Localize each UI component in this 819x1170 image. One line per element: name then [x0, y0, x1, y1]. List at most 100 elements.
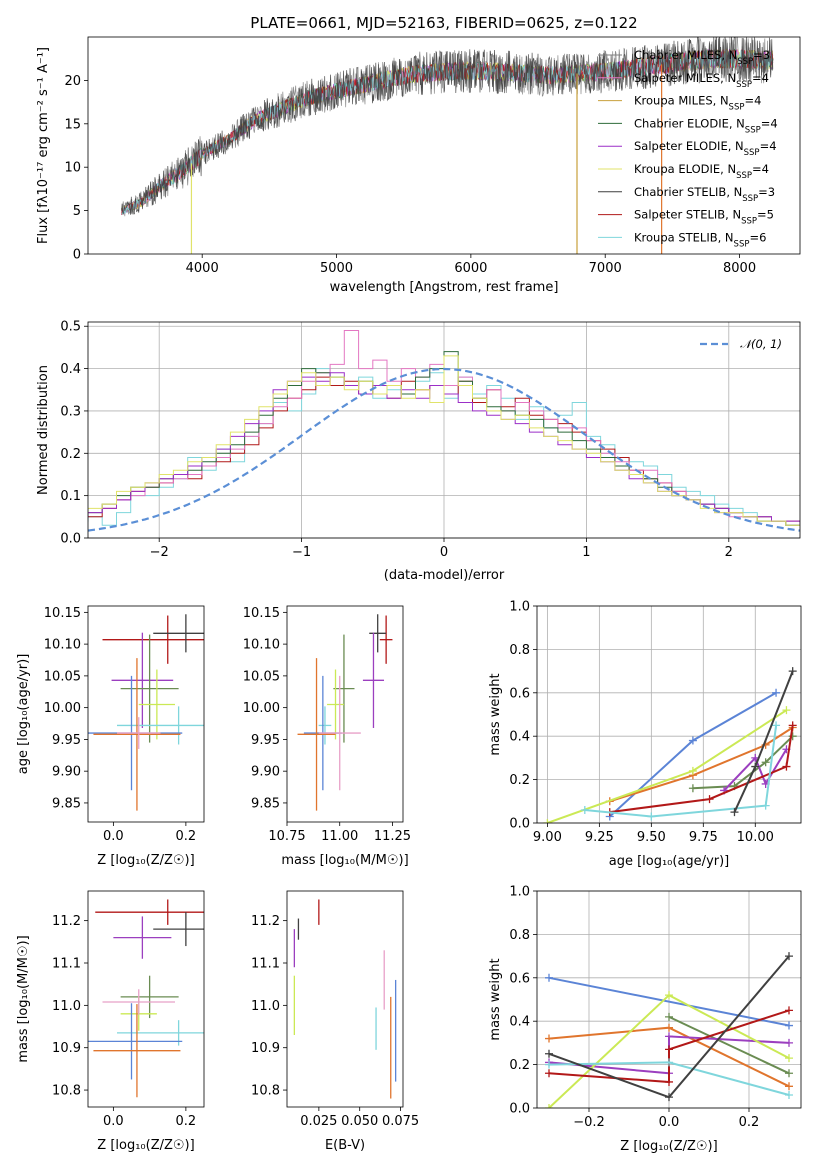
- errorbar-point: [93, 1004, 181, 1098]
- y-tick-label: 10.00: [243, 701, 280, 716]
- errorbar-point: [153, 912, 204, 947]
- errorbar-point: [117, 717, 161, 749]
- y-tick-label: 1.0: [509, 600, 530, 615]
- errorbar-point: [120, 975, 179, 1019]
- x-axis-label: Z [log₁₀(Z/Z☉)]: [97, 1138, 194, 1153]
- errorbar-point: [111, 632, 174, 728]
- legend-entry-label: 𝒩(0, 1): [740, 337, 782, 351]
- legend-entry-label: Salpeter STELIB, NSSP=5: [634, 208, 774, 227]
- histogram-series: [88, 368, 800, 526]
- weight-marker: [543, 819, 552, 823]
- legend-entry-label: Kroupa MILES, NSSP=4: [634, 94, 761, 113]
- y-tick-label: 20: [64, 74, 81, 89]
- y-axis-label: age [log₁₀(age/yr)]: [16, 654, 31, 775]
- weights_vs_Z-plot-area: [545, 952, 793, 1108]
- legend-entry-label: Chabrier STELIB, NSSP=3: [634, 185, 775, 204]
- x-tick-label: 6000: [454, 261, 487, 276]
- y-axis-label: Normed distribution: [36, 365, 51, 495]
- axes-frame: [536, 890, 802, 1109]
- x-tick-label: 11.00: [321, 829, 358, 844]
- weight-series-line: [609, 691, 777, 818]
- y-tick-label: 0.1: [60, 489, 81, 504]
- x-tick-label: 10.00: [737, 830, 774, 845]
- legend-entry-label: Chabrier MILES, NSSP=3: [634, 48, 770, 67]
- y-tick-label: 0.2: [60, 447, 81, 462]
- x-tick-label: 0: [440, 545, 448, 560]
- weight-marker: [785, 1038, 793, 1047]
- y-axis-label: Flux [fλ10⁻¹⁷ erg cm⁻² s⁻¹ A⁻¹]: [36, 47, 51, 244]
- weight-marker: [785, 1069, 793, 1078]
- weight-series-line: [668, 1015, 790, 1075]
- y-axis-label: mass [log₁₀(M/M☉)]: [16, 935, 31, 1062]
- x-axis-label: Z [log₁₀(Z/Z☉)]: [620, 1139, 717, 1154]
- legend-label-value: =3: [753, 48, 770, 62]
- errorbar-point: [318, 706, 332, 745]
- y-tick-label: 10.10: [44, 638, 81, 653]
- x-axis-label: age [log₁₀(age/yr)]: [609, 854, 730, 869]
- mass_vs_EBV-axes: 0.025 0.050 0.075 10.8 10.9 11.0 11.1 11.2 E(B-V…: [251, 890, 419, 1153]
- weight-marker: [772, 721, 781, 730]
- y-tick-label: 0.5: [60, 320, 81, 335]
- weight-marker: [788, 721, 797, 730]
- x-tick-label: 0.050: [341, 1114, 378, 1129]
- legend-label-subscript: SSP: [737, 57, 753, 67]
- x-tick-label: 9.25: [585, 830, 614, 845]
- x-tick-label: 9.00: [533, 830, 562, 845]
- weight-marker: [782, 762, 791, 771]
- axes-frame: [87, 890, 205, 1108]
- y-tick-label: 9.95: [251, 733, 280, 748]
- mass_vs_Z-plot-area: [88, 899, 204, 1098]
- y-tick-label: 0.4: [60, 362, 81, 377]
- histogram-series: [88, 351, 800, 526]
- weight-marker: [751, 762, 760, 771]
- x-tick-label: 2: [725, 545, 733, 560]
- y-tick-label: 0.0: [509, 1102, 530, 1117]
- legend-label-value: =5: [757, 208, 774, 222]
- y-tick-label: 5: [73, 204, 81, 219]
- weight-marker: [665, 1012, 673, 1021]
- y-tick-label: 0.4: [509, 730, 530, 745]
- axes-frame: [286, 890, 404, 1108]
- legend-label-main: Salpeter STELIB, N: [634, 208, 741, 222]
- y-tick-label: 10.9: [251, 1041, 280, 1056]
- y-tick-label: 10.15: [243, 606, 280, 621]
- y-tick-label: 11.0: [52, 999, 81, 1014]
- x-tick-label: 0.0: [103, 829, 124, 844]
- weight-marker: [647, 812, 656, 821]
- y-tick-label: 10.05: [44, 669, 81, 684]
- age_vs_Z-plot-area: [88, 614, 204, 811]
- y-tick-label: 10.8: [251, 1084, 280, 1099]
- legend-label-value: =4: [761, 116, 778, 130]
- legend-label-subscript: SSP: [741, 217, 757, 227]
- legend-label-main: Salpeter MILES, N: [634, 71, 736, 85]
- weight-marker: [785, 1090, 793, 1099]
- weight-series-line: [733, 670, 794, 813]
- x-tick-label: 0.2: [176, 829, 197, 844]
- errorbar-point: [318, 675, 361, 791]
- legend-label-subscript: SSP: [745, 125, 761, 135]
- errorbar-point: [362, 632, 385, 728]
- y-tick-label: 10.8: [52, 1084, 81, 1099]
- age_vs_mass-axes: 10.75 11.00 11.25 9.85 9.90 9.95 10.00 10.05 10.…: [243, 605, 411, 868]
- weight-marker: [545, 1104, 553, 1108]
- weight-marker: [545, 1069, 553, 1078]
- chart-title: PLATE=0661, MJD=52163, FIBERID=0625, z=0…: [250, 14, 637, 32]
- errorbar-point: [297, 658, 336, 811]
- x-tick-label: 9.50: [637, 830, 666, 845]
- y-tick-label: 1.0: [509, 885, 530, 900]
- y-tick-label: 0.0: [509, 817, 530, 832]
- weight-marker: [788, 732, 797, 741]
- weight-marker: [665, 991, 673, 1000]
- x-tick-label: 0.075: [382, 1114, 419, 1129]
- x-tick-label: 8000: [723, 261, 756, 276]
- axes-frame: [87, 321, 801, 539]
- errorbar-point: [117, 706, 204, 745]
- y-tick-label: 11.0: [251, 999, 280, 1014]
- y-tick-label: 10.15: [44, 606, 81, 621]
- y-tick-label: 11.2: [251, 914, 280, 929]
- y-tick-label: 9.90: [251, 765, 280, 780]
- weight-marker: [785, 1082, 793, 1091]
- legend-label-subscript: SSP: [736, 171, 752, 181]
- x-tick-label: −0.2: [573, 1115, 605, 1130]
